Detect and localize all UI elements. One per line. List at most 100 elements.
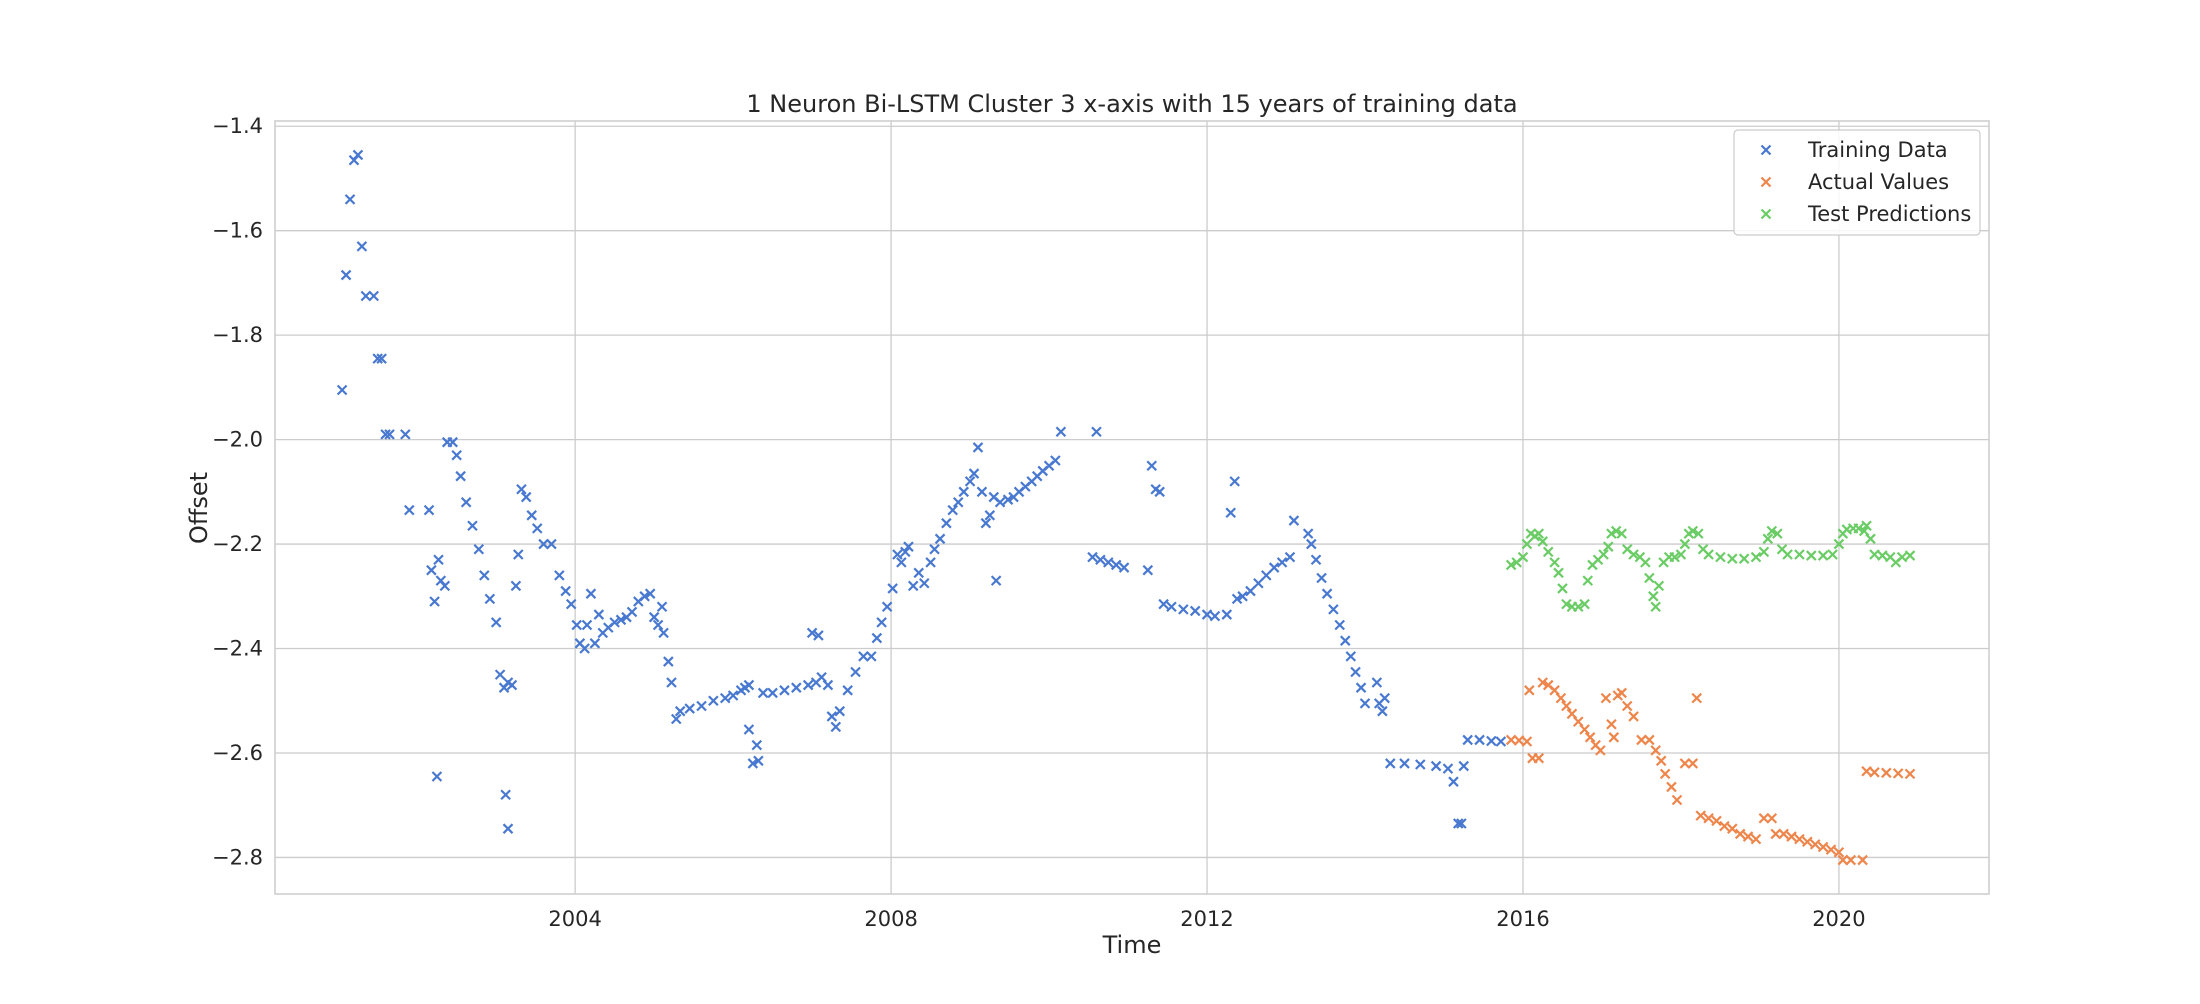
data-point-training-data bbox=[368, 290, 380, 302]
data-point-test-predictions bbox=[1521, 538, 1533, 550]
data-point-training-data bbox=[1166, 601, 1177, 613]
series-test-predictions bbox=[1505, 520, 1916, 613]
data-point-training-data bbox=[708, 695, 719, 707]
data-point-actual-values bbox=[1650, 745, 1661, 756]
data-point-training-data bbox=[585, 588, 597, 599]
data-point-training-data bbox=[984, 510, 996, 521]
data-point-training-data bbox=[1448, 776, 1459, 787]
data-point-test-predictions bbox=[1517, 551, 1529, 563]
data-point-actual-values bbox=[1606, 718, 1617, 730]
data-point-test-predictions bbox=[1758, 546, 1770, 558]
data-point-test-predictions bbox=[1653, 580, 1665, 592]
data-point-actual-values bbox=[1595, 745, 1606, 756]
data-point-training-data bbox=[648, 611, 660, 623]
data-point-test-predictions bbox=[1675, 549, 1687, 560]
data-point-training-data bbox=[1350, 666, 1361, 678]
data-point-test-predictions bbox=[1853, 523, 1864, 534]
data-point-test-predictions bbox=[1644, 572, 1655, 584]
data-point-training-data bbox=[439, 580, 451, 592]
data-point-training-data bbox=[1379, 692, 1391, 704]
data-point-test-predictions bbox=[1817, 550, 1829, 561]
data-point-training-data bbox=[1209, 610, 1221, 622]
data-point-training-data bbox=[356, 241, 368, 252]
data-point-training-data bbox=[1288, 515, 1300, 526]
data-point-training-data bbox=[743, 679, 755, 691]
data-point-training-data bbox=[767, 687, 778, 699]
data-point-training-data bbox=[1399, 758, 1410, 769]
data-point-test-predictions bbox=[1679, 538, 1691, 550]
data-point-training-data bbox=[866, 651, 877, 662]
data-point-actual-values bbox=[1825, 844, 1837, 855]
data-point-training-data bbox=[900, 546, 911, 558]
data-point-training-data bbox=[447, 436, 458, 448]
data-point-training-data bbox=[830, 721, 842, 733]
legend-label-test-predictions: Test Predictions bbox=[1807, 202, 1971, 226]
data-point-test-predictions bbox=[1579, 598, 1590, 610]
data-point-test-predictions bbox=[1750, 551, 1762, 563]
data-point-actual-values bbox=[1833, 846, 1845, 858]
data-point-training-data bbox=[876, 617, 887, 628]
data-point-training-data bbox=[467, 520, 478, 532]
data-point-actual-values bbox=[1809, 839, 1821, 850]
data-point-training-data bbox=[554, 570, 565, 581]
data-point-training-data bbox=[1231, 593, 1243, 605]
data-point-training-data bbox=[1355, 682, 1367, 693]
data-point-training-data bbox=[400, 429, 411, 440]
data-point-test-predictions bbox=[1533, 528, 1545, 539]
data-point-training-data bbox=[757, 687, 769, 699]
data-point-training-data bbox=[972, 442, 984, 453]
chart-title: 1 Neuron Bi-LSTM Cluster 3 x-axis with 1… bbox=[746, 90, 1517, 118]
data-point-training-data bbox=[743, 724, 755, 735]
data-point-training-data bbox=[941, 517, 952, 529]
data-point-training-data bbox=[516, 483, 527, 495]
legend-box bbox=[1733, 129, 1981, 236]
data-point-training-data bbox=[1316, 572, 1327, 584]
data-point-test-predictions bbox=[1640, 557, 1651, 568]
data-point-test-predictions bbox=[1553, 567, 1564, 579]
data-point-training-data bbox=[644, 588, 656, 599]
data-point-actual-values bbox=[1770, 828, 1782, 840]
data-point-training-data bbox=[834, 705, 846, 717]
data-point-training-data bbox=[1178, 604, 1189, 615]
data-point-training-data bbox=[822, 679, 834, 691]
data-point-training-data bbox=[1377, 705, 1388, 717]
data-point-test-predictions bbox=[1693, 528, 1704, 539]
data-point-actual-values bbox=[1655, 755, 1667, 767]
data-point-actual-values bbox=[1727, 823, 1738, 834]
data-point-test-predictions bbox=[1896, 551, 1908, 563]
data-point-test-predictions bbox=[1772, 528, 1783, 539]
data-point-test-predictions bbox=[1703, 549, 1714, 560]
data-point-training-data bbox=[1359, 698, 1371, 709]
data-point-actual-values bbox=[1533, 752, 1545, 764]
data-point-test-predictions bbox=[1669, 551, 1680, 563]
data-point-training-data bbox=[494, 669, 506, 680]
data-point-training-data bbox=[579, 643, 590, 654]
legend-label-actual-values: Actual Values bbox=[1808, 170, 1949, 194]
data-point-actual-values bbox=[1555, 692, 1567, 704]
data-point-training-data bbox=[429, 596, 440, 607]
data-point-training-data bbox=[1385, 758, 1396, 769]
data-point-test-predictions bbox=[1542, 546, 1554, 558]
data-point-training-data bbox=[1091, 426, 1102, 438]
data-point-training-data bbox=[1103, 557, 1114, 568]
data-point-training-data bbox=[1237, 591, 1248, 602]
data-point-training-data bbox=[656, 601, 668, 613]
data-point-actual-values bbox=[1524, 685, 1535, 696]
data-point-training-data bbox=[980, 517, 992, 529]
data-point-actual-values bbox=[1659, 768, 1671, 780]
data-point-actual-values bbox=[1584, 732, 1596, 743]
data-point-training-data bbox=[871, 632, 883, 644]
data-point-training-data bbox=[1430, 760, 1442, 772]
data-point-training-data bbox=[1221, 609, 1233, 620]
data-point-actual-values bbox=[1742, 831, 1754, 842]
data-point-training-data bbox=[1284, 551, 1296, 563]
data-point-training-data bbox=[1142, 564, 1154, 576]
data-point-test-predictions bbox=[1650, 601, 1661, 613]
data-point-training-data bbox=[913, 567, 925, 579]
y-tick-label: −2.2 bbox=[212, 532, 263, 556]
data-point-training-data bbox=[747, 758, 759, 769]
data-point-training-data bbox=[506, 679, 518, 691]
legend-marker-training-data bbox=[1760, 144, 1772, 156]
data-point-training-data bbox=[696, 700, 707, 712]
data-point-training-data bbox=[479, 570, 490, 581]
